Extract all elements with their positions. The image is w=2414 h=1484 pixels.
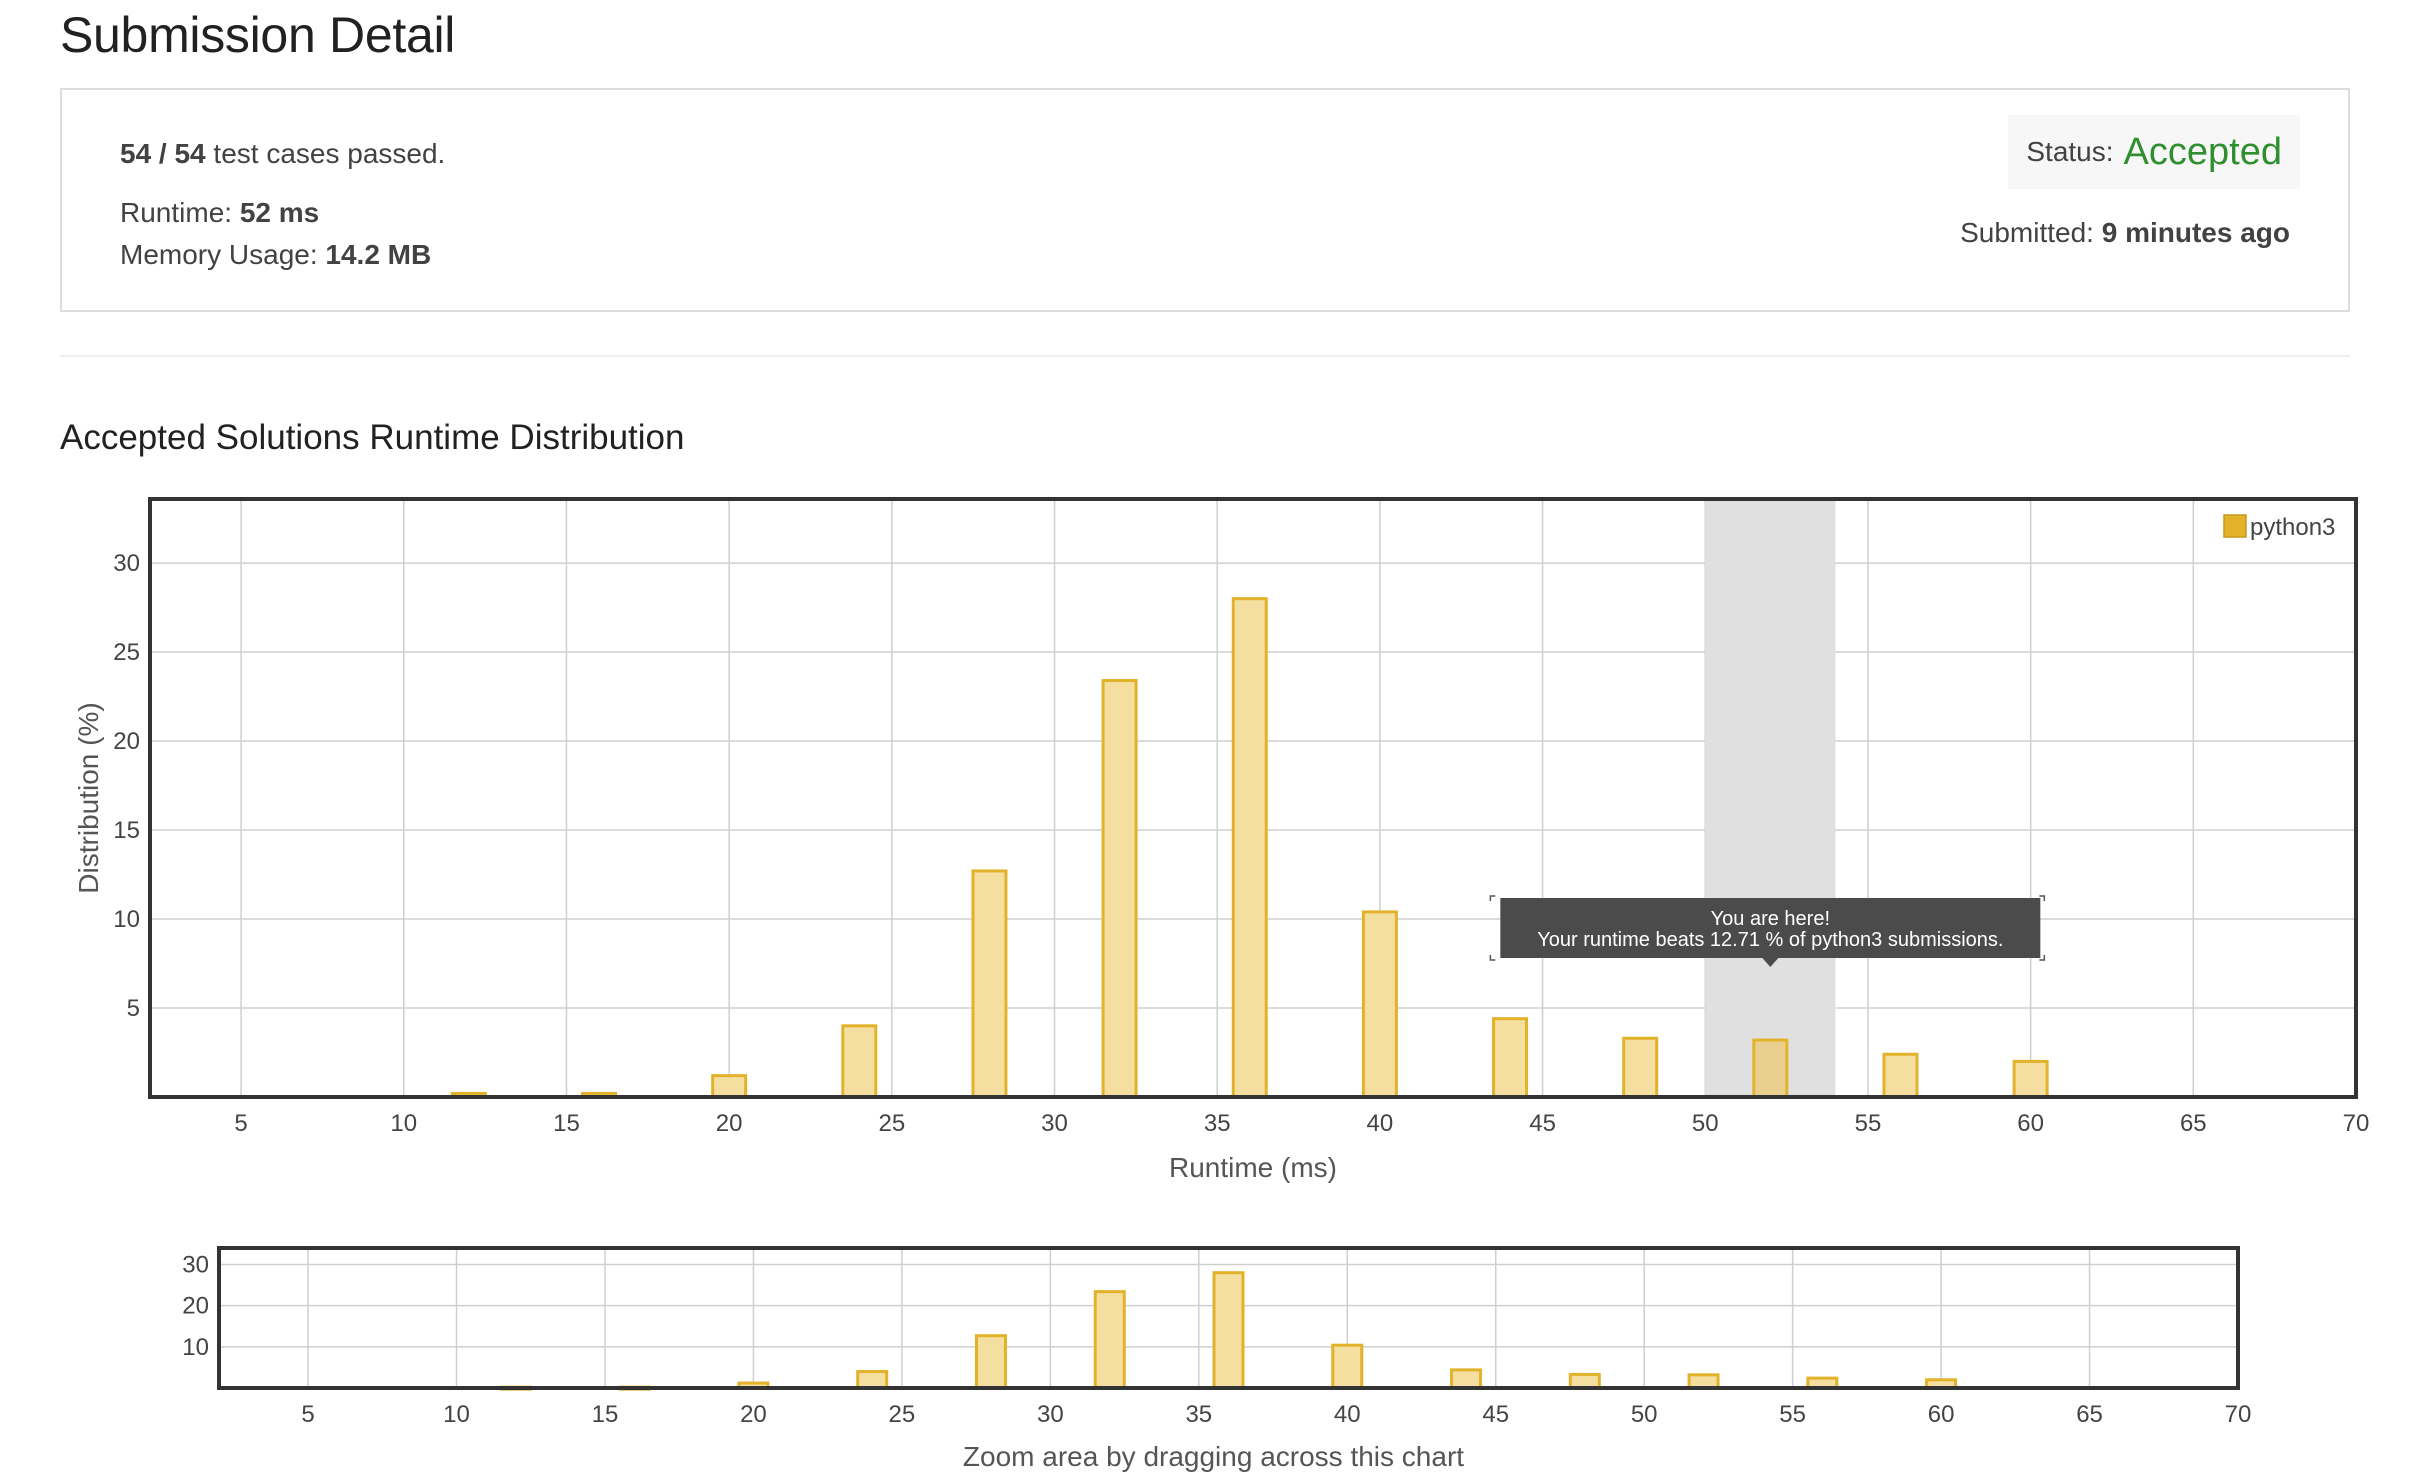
main-ytick-20: 20 [113, 728, 140, 755]
nav-xtick-40: 40 [1334, 1401, 1361, 1428]
submission-summary-panel: 54 / 54 test cases passed. Runtime: 52 m… [60, 88, 2350, 312]
main-bar-60 [2012, 1059, 2049, 1099]
nav-bar-48 [1568, 1372, 1601, 1390]
nav-xtick-35: 35 [1185, 1401, 1212, 1428]
nav-xtick-20: 20 [740, 1401, 767, 1428]
main-ytick-10: 10 [113, 906, 140, 933]
navigator-bars [499, 1271, 1958, 1391]
distribution-title: Accepted Solutions Runtime Distribution [60, 418, 685, 457]
nav-xtick-15: 15 [592, 1401, 619, 1428]
nav-bar-36 [1212, 1271, 1245, 1390]
nav-ytick-30: 30 [182, 1251, 209, 1278]
main-xtick-55: 55 [1855, 1110, 1882, 1137]
main-bar-36 [1231, 597, 1268, 1099]
main-xtick-65: 65 [2180, 1110, 2207, 1137]
main-xtick-15: 15 [553, 1110, 580, 1137]
memory-line: Memory Usage: 14.2 MB [120, 239, 431, 271]
legend-label-python3: python3 [2250, 514, 2335, 541]
nav-bar-24 [856, 1370, 889, 1390]
test-cases-passed: 54 / 54 test cases passed. [120, 138, 445, 170]
main-xtick-5: 5 [234, 1110, 247, 1137]
memory-value: 14.2 MB [325, 239, 432, 270]
nav-xtick-25: 25 [889, 1401, 916, 1428]
main-xtick-60: 60 [2017, 1110, 2044, 1137]
nav-xtick-10: 10 [443, 1401, 470, 1428]
zoom-instruction-label: Zoom area by dragging across this chart [963, 1441, 1464, 1472]
main-xtick-45: 45 [1529, 1110, 1556, 1137]
tooltip-box [1500, 898, 2041, 958]
main-xtick-25: 25 [878, 1110, 905, 1137]
main-ytick-25: 25 [113, 639, 140, 666]
runtime-line: Runtime: 52 ms [120, 197, 319, 229]
main-bar-48 [1622, 1036, 1659, 1099]
nav-ytick-10: 10 [182, 1334, 209, 1361]
tooltip-line-2: Your runtime beats 12.71 % of python3 su… [1537, 929, 2003, 951]
main-bar-40 [1361, 910, 1398, 1099]
runtime-value: 52 ms [239, 197, 320, 228]
nav-xtick-30: 30 [1037, 1401, 1064, 1428]
navigator-plot-frame[interactable] [217, 1246, 2240, 1390]
main-xtick-10: 10 [390, 1110, 417, 1137]
chart-legend[interactable]: python3 [2223, 514, 2335, 541]
nav-bar-44 [1450, 1368, 1483, 1390]
section-divider [60, 355, 2350, 357]
main-chart-plot-frame[interactable] [148, 497, 2358, 1099]
main-xtick-20: 20 [716, 1110, 743, 1137]
x-axis-label: Runtime (ms) [1169, 1152, 1337, 1183]
memory-label: Memory Usage: [120, 239, 318, 270]
main-ytick-30: 30 [113, 550, 140, 577]
navigator-y-ticks: 10 20 30 [182, 1251, 209, 1360]
nav-xtick-65: 65 [2076, 1401, 2103, 1428]
status-label: Status: [2026, 136, 2114, 167]
main-ytick-15: 15 [113, 817, 140, 844]
nav-xtick-55: 55 [1779, 1401, 1806, 1428]
y-axis-label: Distribution (%) [73, 702, 104, 893]
main-bar-28 [971, 869, 1008, 1099]
nav-bar-28 [974, 1334, 1007, 1390]
nav-ytick-20: 20 [182, 1293, 209, 1320]
zoom-navigator-chart[interactable]: 5 10 15 20 25 30 35 40 45 50 55 60 65 70 10 20 30 Zoom … [0, 1200, 2414, 1484]
runtime-distribution-chart[interactable]: 5 10 15 20 25 30 35 40 45 50 55 60 65 70 51015202530 … [0, 0, 2414, 1200]
main-bar-56 [1882, 1052, 1919, 1099]
main-xtick-50: 50 [1692, 1110, 1719, 1137]
main-chart-bars [450, 597, 2049, 1099]
nav-bar-40 [1331, 1343, 1364, 1390]
nav-xtick-45: 45 [1482, 1401, 1509, 1428]
test-cases-suffix: test cases passed. [213, 138, 446, 169]
status-value: Accepted [2123, 130, 2282, 173]
main-xtick-40: 40 [1367, 1110, 1394, 1137]
main-xtick-30: 30 [1041, 1110, 1068, 1137]
main-xtick-35: 35 [1204, 1110, 1231, 1137]
main-bar-52 [1752, 1038, 1789, 1099]
nav-xtick-60: 60 [1928, 1401, 1955, 1428]
test-cases-count: 54 / 54 [120, 138, 206, 169]
main-bar-24 [841, 1024, 878, 1099]
main-xtick-70: 70 [2343, 1110, 2370, 1137]
nav-bar-32 [1093, 1290, 1126, 1390]
status-badge: Status: Accepted [2008, 115, 2300, 189]
main-chart-y-ticks: 5 10 15 20 25 30 [113, 550, 140, 1022]
runtime-label: Runtime: [120, 197, 233, 228]
main-ytick-5: 5 [127, 995, 140, 1022]
submitted-value: 9 minutes ago [2101, 217, 2290, 248]
submitted-label: Submitted: [1960, 217, 2094, 248]
you-are-here-tooltip: You are here! Your runtime beats 12.71 %… [1489, 895, 2046, 967]
main-bar-44 [1492, 1017, 1529, 1099]
tooltip-line-1: You are here! [1711, 908, 1830, 930]
nav-xtick-5: 5 [301, 1401, 314, 1428]
main-bar-20 [711, 1074, 748, 1099]
nav-xtick-70: 70 [2225, 1401, 2252, 1428]
navigator-x-ticks: 5 10 15 20 25 30 35 40 45 50 55 60 65 70 [301, 1401, 2251, 1428]
tooltip-corner-marks [1489, 895, 2046, 961]
main-chart-x-ticks: 5 10 15 20 25 30 35 40 45 50 55 60 65 70 [234, 1110, 2369, 1137]
tooltip-arrow [1762, 958, 1779, 967]
current-runtime-band [1705, 499, 1836, 1097]
nav-xtick-50: 50 [1631, 1401, 1658, 1428]
legend-swatch-python3 [2223, 514, 2247, 538]
main-bar-32 [1101, 679, 1138, 1099]
submitted-line: Submitted: 9 minutes ago [1960, 217, 2290, 249]
page-title: Submission Detail [60, 7, 456, 63]
